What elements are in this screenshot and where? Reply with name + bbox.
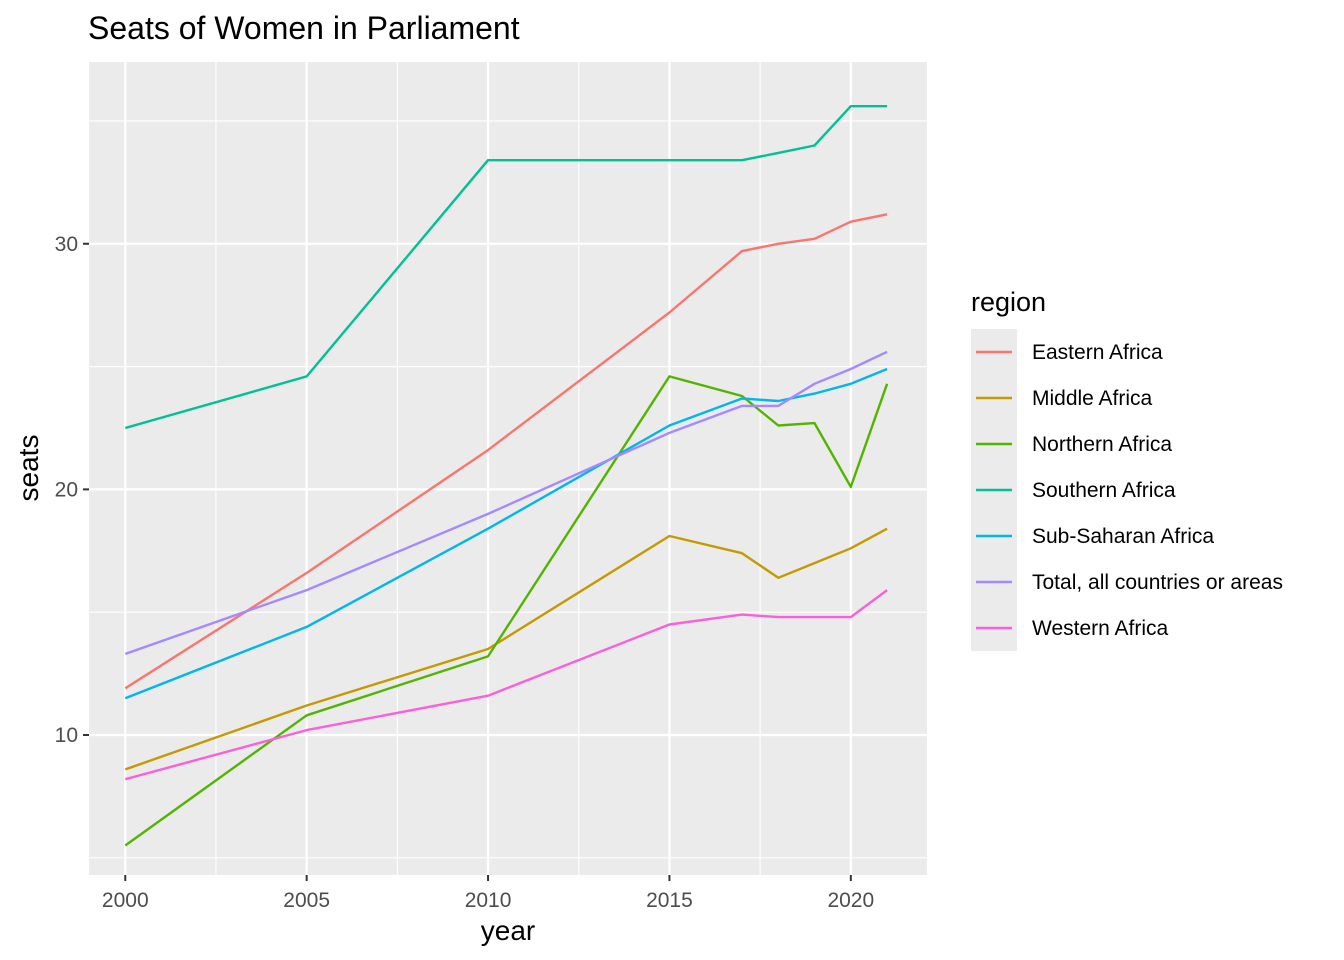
legend-title: region <box>971 287 1046 317</box>
series-line-eastern-africa <box>124 213 888 690</box>
x-tick-label: 2005 <box>283 889 330 912</box>
legend: region Eastern Africa Middle Africa Northe… <box>971 287 1283 651</box>
legend-items: Eastern Africa Middle Africa Northern Afri… <box>976 341 1283 640</box>
series-line-middle-africa <box>124 527 888 771</box>
legend-label-southern-africa: Southern Africa <box>1032 479 1176 502</box>
x-tick-label: 2000 <box>102 889 149 912</box>
series-lines <box>124 104 889 847</box>
legend-label-northern-africa: Northern Africa <box>1032 433 1172 456</box>
legend-label-western-africa: Western Africa <box>1032 617 1168 640</box>
y-tick-label: 20 <box>55 478 78 501</box>
series-line-southern-africa <box>124 104 888 430</box>
legend-label-total-all-countries-or-areas: Total, all countries or areas <box>1032 571 1283 594</box>
chart-title: Seats of Women in Parliament <box>88 10 520 46</box>
series-line-northern-africa <box>124 375 889 847</box>
x-tick-label: 2015 <box>646 889 693 912</box>
y-tick-label: 10 <box>55 724 78 747</box>
series-line-sub-saharan-africa <box>124 367 888 700</box>
y-tick-label: 30 <box>55 233 78 256</box>
minor-gridlines <box>89 62 927 875</box>
axis-ticks <box>83 242 852 881</box>
x-tick-label: 2020 <box>827 889 874 912</box>
plot-panel <box>89 62 927 875</box>
series-line-total-all-countries-or-areas <box>124 350 888 656</box>
legend-label-middle-africa: Middle Africa <box>1032 387 1153 410</box>
tick-labels: 2000 2005 2010 2015 2020 10 20 30 <box>55 233 875 912</box>
x-axis-title: year <box>481 915 535 946</box>
y-axis-title: seats <box>13 435 44 502</box>
legend-label-eastern-africa: Eastern Africa <box>1032 341 1163 364</box>
major-gridlines <box>89 62 927 875</box>
series-line-western-africa <box>124 589 888 781</box>
legend-label-sub-saharan-africa: Sub-Saharan Africa <box>1032 525 1214 548</box>
x-tick-label: 2010 <box>465 889 512 912</box>
